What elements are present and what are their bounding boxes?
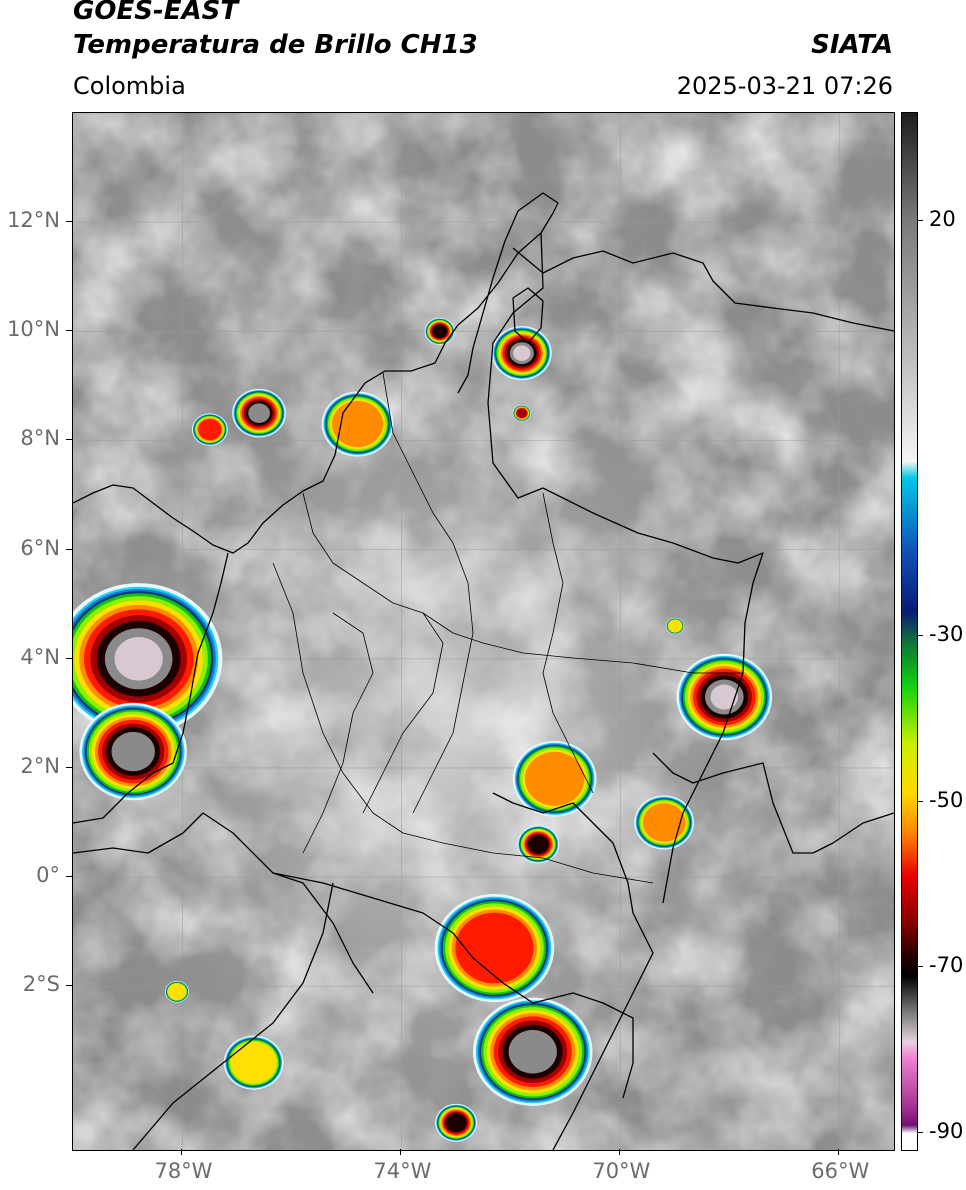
lon-tick <box>400 1149 402 1155</box>
coastline-pacific <box>73 552 229 824</box>
lat-label: 6°N <box>20 535 60 560</box>
lat-tick <box>66 657 72 659</box>
department-lines-4 <box>302 612 374 854</box>
coastline-venezuela <box>512 247 894 332</box>
department-lines-5 <box>542 492 594 794</box>
organization-name: SIATA <box>811 30 893 60</box>
colorbar-label: -70 <box>929 953 964 978</box>
border-ecuador-peru <box>132 882 334 1150</box>
storm-ring <box>230 1041 277 1084</box>
storm-cell <box>232 388 286 438</box>
coastline-caribbean <box>73 192 559 554</box>
storm-ring <box>513 345 531 361</box>
lat-tick <box>66 439 72 441</box>
colorbar <box>901 112 918 1151</box>
lon-tick <box>838 1149 840 1155</box>
border-colombia-ecuador <box>202 812 374 994</box>
coastline-ecuador <box>73 812 204 854</box>
lake-maracaibo <box>512 287 544 344</box>
storm-ring <box>432 324 448 339</box>
storm-cell <box>517 825 560 864</box>
satellite-name: GOES-EAST <box>73 0 239 26</box>
storm-cell <box>666 617 685 635</box>
storm-cell <box>223 1035 284 1090</box>
storm-ring <box>516 408 527 418</box>
region-name: Colombia <box>73 72 186 100</box>
storm-ring <box>508 1029 557 1074</box>
border-colombia-venezuela <box>487 232 764 904</box>
lon-label: 70°W <box>592 1159 651 1183</box>
lat-tick <box>66 548 72 550</box>
colorbar-label: -50 <box>929 787 964 812</box>
storm-ring <box>332 401 384 448</box>
colorbar-tick <box>917 966 923 968</box>
lat-tick <box>66 985 72 987</box>
lat-label: 4°N <box>20 644 60 669</box>
satellite-map <box>72 112 895 1151</box>
lat-tick <box>66 876 72 878</box>
lon-label: 78°W <box>154 1159 213 1183</box>
colorbar-label: -90 <box>929 1119 964 1144</box>
product-title: Temperatura de Brillo CH13 <box>73 30 478 60</box>
border-colombia-brazil <box>492 792 654 1150</box>
storm-ring <box>710 684 739 710</box>
storm-ring <box>642 803 686 842</box>
storm-cell <box>424 317 455 345</box>
lat-label: 10°N <box>7 317 60 342</box>
lon-tick <box>619 1149 621 1155</box>
storm-cells <box>73 317 773 1142</box>
colorbar-gradient <box>902 113 917 1150</box>
storm-cell <box>79 702 187 801</box>
lat-label: 2°N <box>20 753 60 778</box>
department-lines-2 <box>272 562 654 884</box>
storm-cell <box>634 795 695 850</box>
map-canvas <box>73 113 894 1150</box>
lon-label: 74°W <box>373 1159 432 1183</box>
storm-ring <box>167 983 187 1001</box>
storm-cell <box>472 997 593 1106</box>
storm-cell <box>512 741 597 817</box>
storm-ring <box>524 751 585 806</box>
colorbar-tick <box>917 800 923 802</box>
storm-ring <box>527 834 549 854</box>
timestamp: 2025-03-21 07:26 <box>676 72 893 100</box>
storm-ring <box>111 731 155 772</box>
storm-cell <box>321 391 394 457</box>
storm-ring <box>455 912 534 984</box>
lat-label: 0° <box>36 863 60 888</box>
storm-cell <box>676 653 773 741</box>
storm-ring <box>445 1113 467 1133</box>
storm-cell <box>191 413 228 446</box>
colorbar-label: 20 <box>929 206 956 231</box>
lon-tick <box>181 1149 183 1155</box>
graticule <box>73 113 894 1150</box>
storm-ring <box>198 418 222 441</box>
storm-cell <box>73 583 223 735</box>
lat-label: 12°N <box>7 208 60 233</box>
lon-label: 66°W <box>811 1159 870 1183</box>
lat-label: 2°S <box>22 972 60 997</box>
department-lines-6 <box>362 612 444 814</box>
storm-ring <box>114 636 163 681</box>
storm-cell <box>435 1103 478 1142</box>
storm-cell <box>165 980 189 1003</box>
storm-cell <box>434 893 555 1003</box>
colorbar-tick <box>917 1132 923 1134</box>
border-venezuela-brazil <box>652 752 894 854</box>
lat-tick <box>66 766 72 768</box>
storm-cell <box>512 405 531 422</box>
colorbar-tick <box>917 634 923 636</box>
storm-ring <box>248 403 270 424</box>
storm-ring <box>668 619 682 633</box>
lat-tick <box>66 221 72 223</box>
colorbar-label: -30 <box>929 621 964 646</box>
lat-label: 8°N <box>20 426 60 451</box>
department-lines-1 <box>302 492 743 674</box>
department-lines-3 <box>382 372 474 814</box>
colorbar-tick <box>917 219 923 221</box>
boundaries <box>73 192 894 1150</box>
storm-cell <box>491 326 552 381</box>
border-colombia-peru <box>272 872 634 1099</box>
lat-tick <box>66 330 72 332</box>
